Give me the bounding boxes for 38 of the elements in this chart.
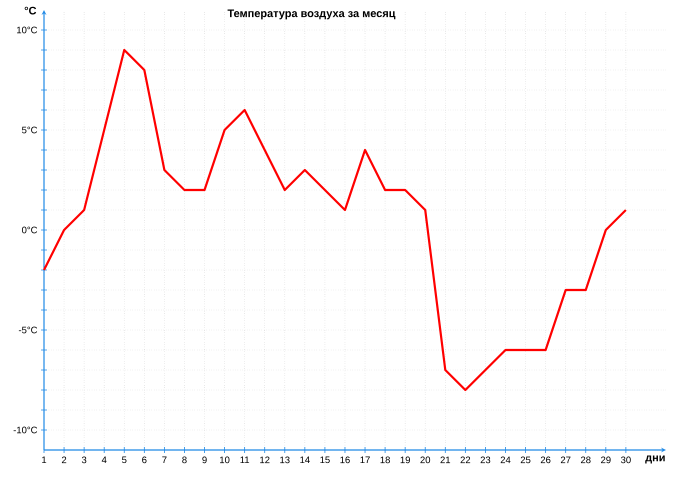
x-tick-label: 21 — [440, 456, 450, 464]
x-tick-label: 17 — [360, 456, 370, 464]
x-tick-label: 1 — [42, 456, 46, 464]
chart-title: Температура воздуха за месяц — [228, 10, 396, 20]
x-tick-label: 29 — [601, 456, 611, 464]
x-tick-label: 18 — [380, 456, 390, 464]
y-tick-label: 5°C — [22, 126, 38, 134]
x-tick-label: 7 — [162, 456, 167, 464]
x-tick-label: 15 — [320, 456, 330, 464]
y-tick-label: -10°C — [14, 426, 38, 434]
x-tick-label: 5 — [122, 456, 126, 464]
x-tick-label: 2 — [62, 456, 66, 464]
x-tick-label: 12 — [260, 456, 270, 464]
y-tick-label: 10°C — [17, 26, 38, 34]
x-axis-title: дни — [645, 456, 665, 464]
x-tick-label: 20 — [420, 456, 430, 464]
x-tick-label: 9 — [202, 456, 207, 464]
x-tick-label: 11 — [240, 456, 250, 464]
y-axis-title: °C — [24, 6, 36, 14]
x-tick-label: 3 — [82, 456, 86, 464]
x-tick-label: 8 — [182, 456, 187, 464]
y-tick-label: 0°C — [22, 226, 38, 234]
x-tick-label: 23 — [480, 456, 490, 464]
x-tick-label: 6 — [142, 456, 147, 464]
x-tick-label: 25 — [520, 456, 530, 464]
x-tick-label: 26 — [540, 456, 550, 464]
x-tick-label: 16 — [340, 456, 350, 464]
x-tick-label: 22 — [460, 456, 470, 464]
x-tick-label: 13 — [280, 456, 290, 464]
x-tick-label: 30 — [620, 456, 631, 464]
x-tick-label: 10 — [220, 456, 230, 464]
x-tick-label: 14 — [300, 456, 310, 464]
x-tick-label: 19 — [400, 456, 410, 464]
x-tick-label: 27 — [560, 456, 570, 464]
x-tick-label: 4 — [102, 456, 107, 464]
y-tick-label: -5°C — [18, 326, 38, 334]
x-tick-label: 24 — [500, 456, 510, 464]
x-tick-label: 28 — [580, 456, 591, 464]
